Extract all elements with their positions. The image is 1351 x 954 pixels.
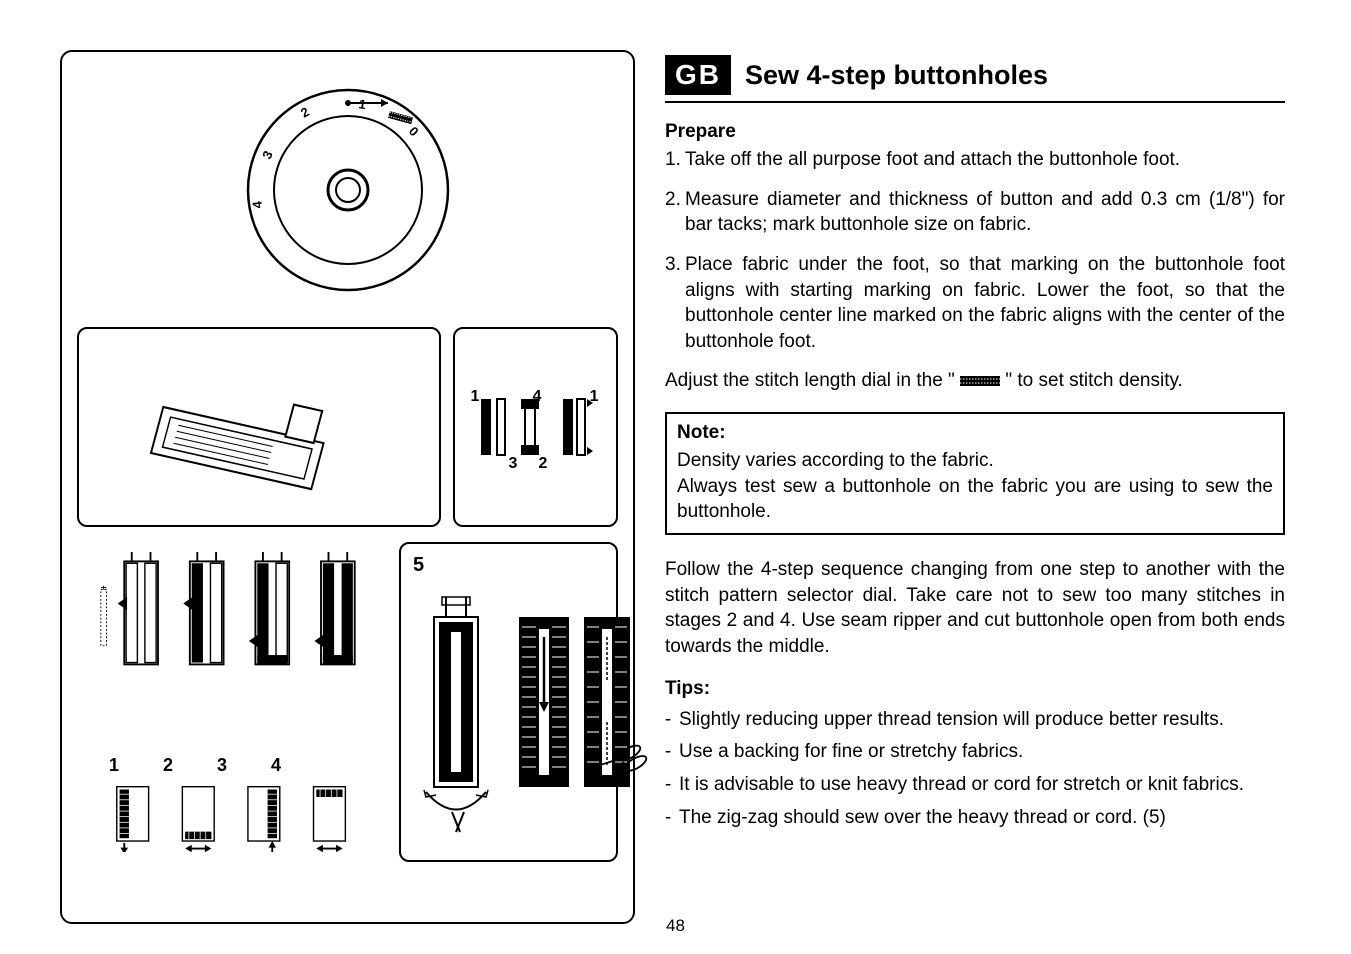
note-line2: Always test sew a buttonhole on the fabr…: [677, 474, 1273, 525]
step-num-4: 4: [271, 755, 281, 776]
mini-label-4: 4: [533, 388, 542, 406]
gb-badge: GB: [665, 55, 731, 95]
seam-ripper-diagram: 5: [399, 542, 618, 862]
tip-4: -The zig-zag should sew over the heavy t…: [665, 806, 1285, 831]
svg-text:2: 2: [298, 103, 312, 120]
note-heading: Note:: [677, 422, 1273, 444]
stitch-dial-diagram: 0 1 2 3 4: [77, 67, 618, 312]
step-num-2: 2: [163, 755, 173, 776]
instruction-text: GB Sew 4-step buttonholes Prepare 1. Tak…: [665, 50, 1285, 924]
prepare-heading: Prepare: [665, 121, 1285, 143]
four-step-diagram: 1 2 3 4: [77, 542, 387, 862]
prepare-item-1: 1. Take off the all purpose foot and att…: [665, 147, 1285, 173]
adjust-line: Adjust the stitch length dial in the " "…: [665, 368, 1285, 394]
page-number: 48: [666, 916, 685, 936]
svg-text:3: 3: [259, 148, 276, 161]
tip-2: -Use a backing for fine or stretchy fabr…: [665, 740, 1285, 765]
prepare-item-2: 2. Measure diameter and thickness of but…: [665, 187, 1285, 238]
svg-text:4: 4: [249, 199, 265, 208]
mini-label-right: 1: [590, 388, 599, 406]
tip-1: -Slightly reducing upper thread tension …: [665, 708, 1285, 733]
step-sequence-mini: 1 4 3 2 1: [453, 327, 618, 527]
step-num-1: 1: [109, 755, 119, 776]
title-row: GB Sew 4-step buttonholes: [665, 55, 1285, 103]
svg-text:1: 1: [357, 96, 367, 112]
note-box: Note: Density varies according to the fa…: [665, 412, 1285, 535]
buttonhole-foot-diagram: [77, 327, 441, 527]
prepare-item-3: 3. Place fabric under the foot, so that …: [665, 252, 1285, 355]
step-num-3: 3: [217, 755, 227, 776]
svg-text:0: 0: [405, 123, 421, 139]
tip-3: -It is advisable to use heavy thread or …: [665, 773, 1285, 798]
tips-heading: Tips:: [665, 678, 1285, 700]
note-line1: Density varies according to the fabric.: [677, 448, 1273, 474]
stitch-density-icon: [960, 374, 1000, 388]
mini-label-1: 1: [471, 388, 480, 406]
diagram-panel: 0 1 2 3 4: [60, 50, 635, 924]
mini-label-3: 3: [509, 455, 518, 473]
follow-text: Follow the 4-step sequence changing from…: [665, 557, 1285, 660]
mini-label-2: 2: [539, 455, 548, 473]
page-title: Sew 4-step buttonholes: [745, 60, 1048, 91]
